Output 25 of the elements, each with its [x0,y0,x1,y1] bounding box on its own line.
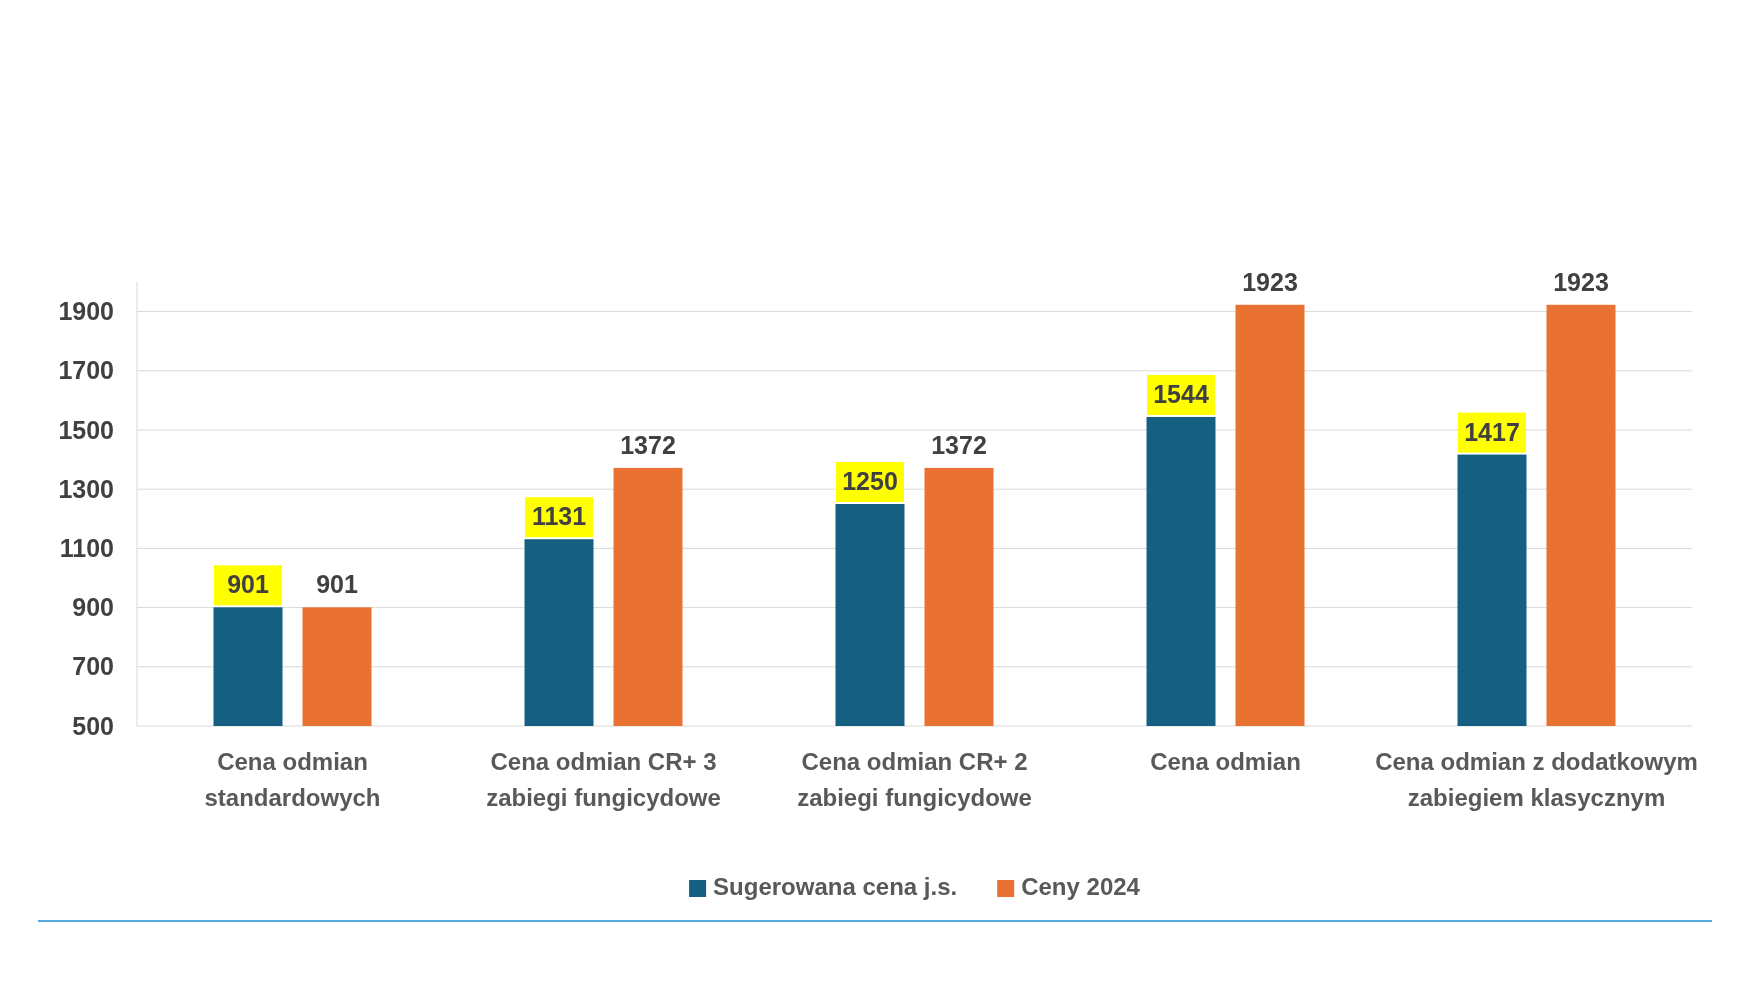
data-label: 1923 [1242,267,1298,296]
y-tick-label: 1900 [58,297,114,326]
data-label: 901 [316,570,358,599]
x-tick-label: Cena odmian standardowych [204,748,381,811]
legend-label: Ceny 2024 [1021,873,1141,900]
data-label: 1131 [531,502,587,531]
x-tick-label: Cena odmian [1150,748,1301,775]
y-tick-label: 1100 [59,533,114,562]
data-label: 1372 [931,430,987,459]
y-tick-label: 500 [72,711,114,740]
data-label: 1417 [1464,417,1520,446]
x-tick-label: Cena odmian CR+ 2 zabiegi fungicydowe [797,748,1032,811]
data-label: 1250 [842,467,898,495]
legend-label: Sugerowana cena j.s. [713,873,958,900]
y-tick-label: 1700 [58,356,114,385]
data-label: 1372 [620,430,676,459]
y-tick-label: 1500 [58,415,114,444]
y-tick-label: 700 [72,652,114,681]
data-label: 1923 [1553,267,1609,296]
x-tick-label: Cena odmian z dodatkowym zabiegiem klasycznym [1375,748,1698,811]
x-tick-label: Cena odmian CR+ 3 zabiegi fungicydowe [486,748,721,811]
y-tick-label: 900 [72,593,114,622]
data-label: 901 [227,570,269,599]
data-label: 1544 [1153,379,1209,408]
y-tick-label: 1300 [58,474,114,503]
